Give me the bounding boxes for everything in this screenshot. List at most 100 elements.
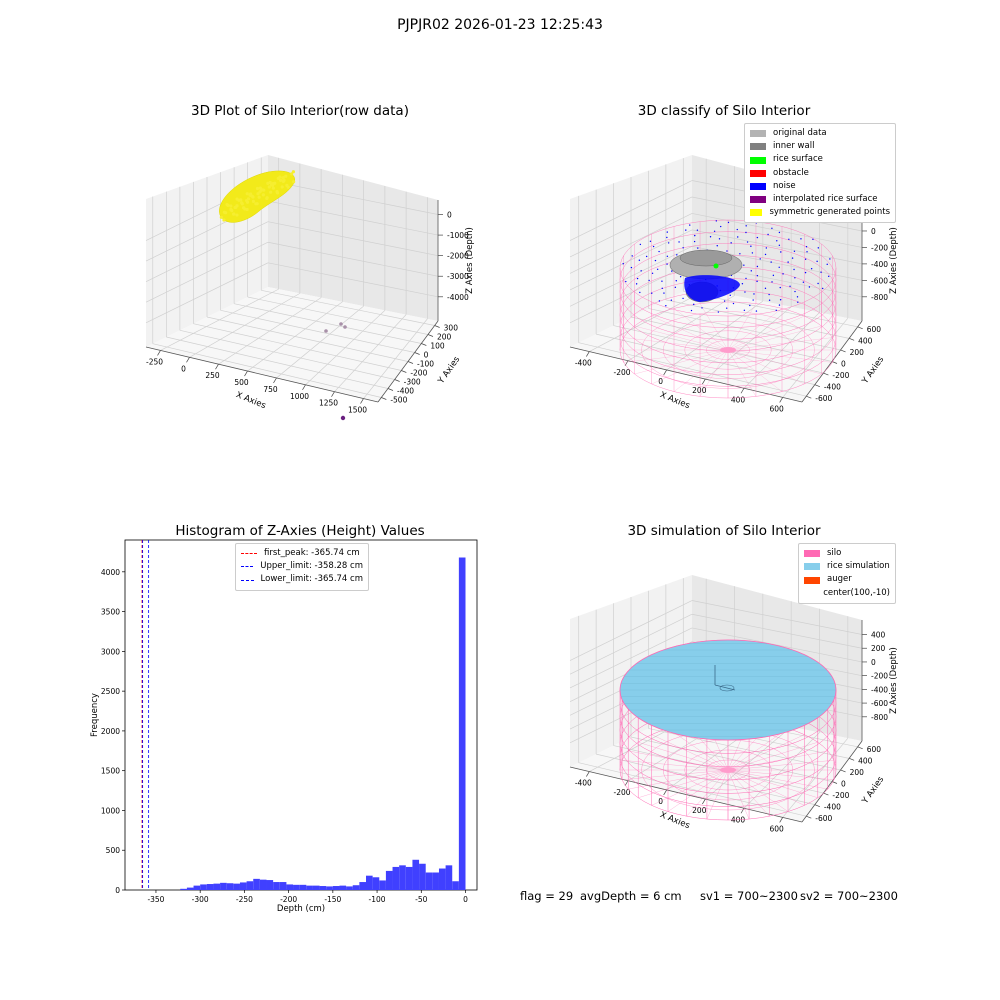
p3-xtick-label: -200: [280, 895, 297, 904]
p1-grid-y: [247, 296, 429, 335]
p2-noise-point: [768, 293, 770, 296]
p1-tick-x: [360, 398, 364, 404]
p1-raw-point: [262, 188, 266, 192]
p2-noise-point: [743, 264, 745, 266]
p1-grid-z: [267, 241, 439, 277]
p2-silo-floor-spoke: [727, 308, 783, 351]
p2-silo-floor-spoke: [634, 325, 729, 351]
p2-grid-y: [613, 325, 824, 374]
p2-noise-point: [671, 270, 673, 272]
panel3-title: Histogram of Z-Axies (Height) Values: [175, 523, 425, 539]
legend-swatch: [804, 550, 820, 558]
p4-tick-x: [740, 808, 745, 814]
p2-silo-ring: [619, 301, 837, 399]
p3-xtick-label: -250: [236, 895, 253, 904]
legend-item: original data: [750, 127, 890, 140]
legend-swatch: [750, 130, 766, 138]
panel4-title: 3D simulation of Silo Interior: [627, 523, 821, 539]
p2-noise-point: [665, 305, 667, 307]
p3-hist-bar: [193, 885, 201, 890]
p2-noise-point: [666, 263, 668, 265]
legend-label: rice simulation: [827, 561, 890, 572]
p2-noise-point: [796, 296, 799, 298]
p2-noise-point: [639, 291, 641, 294]
p4-ytick-label: 600: [867, 745, 882, 754]
p2-noise-point: [750, 270, 752, 272]
p2-silo-floor-spoke: [727, 349, 805, 385]
p2-noise-point: [676, 254, 678, 256]
p1-raw-point: [245, 207, 249, 212]
p4-silo-floor-ring: [684, 749, 772, 791]
p3-ylabel: Frequency: [90, 693, 100, 737]
p2-noise-point: [779, 299, 782, 301]
p4-grid-z: [569, 600, 693, 661]
p3-hist-bar: [239, 882, 247, 890]
p1-grid-y: [220, 309, 415, 353]
p2-tick-x: [702, 378, 706, 385]
p3-hist-bar: [339, 885, 347, 890]
p2-noise-point: [652, 245, 655, 248]
p3-hist-bar: [366, 875, 373, 890]
p2-noise-point: [775, 309, 777, 311]
p1-xtick-label: 1000: [290, 392, 309, 401]
p1-raw-point: [266, 181, 270, 185]
p2-pane-floor: [570, 287, 862, 402]
p2-noise-point: [651, 272, 654, 274]
footer-avg-depth: avgDepth = 6 cm: [580, 889, 682, 903]
p2-xtick-label: 600: [770, 404, 785, 413]
p2-noise-point: [743, 309, 746, 312]
p2-noise-point: [817, 282, 819, 285]
p2-noise-point: [640, 270, 642, 272]
p4-silo-floor-spoke: [651, 769, 729, 806]
p2-noise-point: [723, 300, 726, 302]
p2-tick-x: [663, 369, 667, 376]
p3-ytick-label: 1000: [101, 806, 120, 815]
p4-tick-y: [857, 746, 863, 750]
p4-auger-ring: [719, 684, 735, 692]
p2-noise-point: [752, 299, 754, 301]
p4-silo-floor-spoke: [706, 769, 729, 820]
p1-xtick-label: 500: [234, 378, 249, 387]
p2-ztick-label: -600: [871, 276, 888, 285]
p2-noise-point: [636, 277, 639, 280]
legend-swatch: [750, 209, 763, 217]
panel2-title: 3D classify of Silo Interior: [637, 103, 811, 119]
p4-xtick-label: -200: [613, 788, 630, 797]
p2-noise-point: [755, 310, 758, 312]
p2-silo-floor-spoke: [727, 349, 783, 392]
legend-item: silo: [804, 547, 890, 560]
p1-raw-point: [242, 206, 246, 210]
p2-noise-point: [806, 251, 808, 253]
p2-silo-floor-ring: [684, 330, 772, 370]
p1-zlabel: Z Axies (Depth): [465, 227, 475, 294]
p1-grid-y: [234, 303, 422, 344]
p2-xtick-label: 0: [658, 377, 663, 386]
p2-noise-point: [756, 275, 759, 277]
p1-grid-z: [267, 180, 439, 215]
p2-noise-point: [767, 233, 769, 236]
p1-ytick-label: -200: [410, 369, 427, 378]
p4-ztick-label: -800: [871, 713, 888, 722]
legend-swatch: [750, 182, 766, 190]
p2-noise-point: [794, 290, 796, 293]
p2-silo-ring: [619, 231, 837, 328]
p2-y-axis-line: [801, 320, 863, 403]
p4-grid-z: [691, 600, 863, 635]
p2-noise-point: [756, 280, 758, 283]
footer-sv1: sv1 = 700~2300: [700, 889, 798, 903]
p2-ytick-label: 600: [867, 325, 882, 334]
p2-ytick-label: -400: [824, 383, 841, 392]
p1-raw-point: [251, 195, 255, 199]
p2-noise-point: [656, 268, 659, 270]
legend-histogram: first_peak: -365.74 cm Upper_limit: -358…: [235, 543, 369, 591]
p2-noise-point: [638, 259, 641, 261]
p1-tick-x: [157, 350, 161, 356]
p4-silo-floor-spoke: [727, 742, 818, 771]
p2-noise-point: [739, 253, 741, 255]
p2-grid-y: [648, 308, 841, 351]
p3-hist-bar: [412, 859, 420, 890]
p3-hist-bar: [326, 886, 333, 890]
p2-noise-point: [716, 245, 718, 247]
p1-y-axis-line: [377, 320, 439, 403]
p3-ytick-label: 3500: [101, 608, 120, 617]
